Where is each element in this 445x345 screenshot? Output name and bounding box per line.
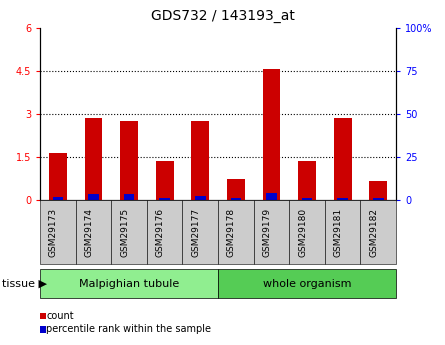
Text: GSM29175: GSM29175 [120, 207, 129, 257]
Bar [191, 121, 209, 200]
Bar [263, 69, 280, 200]
Bar [85, 118, 102, 200]
Text: whole organism: whole organism [263, 279, 351, 289]
Bar [302, 198, 312, 200]
Text: GSM29181: GSM29181 [334, 207, 343, 257]
Bar [231, 198, 241, 200]
Text: GSM29177: GSM29177 [191, 207, 200, 257]
Bar [369, 181, 387, 200]
Bar [53, 197, 63, 200]
Bar [298, 161, 316, 200]
Text: GSM29178: GSM29178 [227, 207, 236, 257]
Bar [334, 118, 352, 200]
Text: count: count [46, 311, 74, 321]
Bar [49, 152, 67, 200]
Bar [227, 179, 245, 200]
Text: GSM29174: GSM29174 [85, 207, 93, 257]
Bar [120, 121, 138, 200]
Bar [124, 194, 134, 200]
Text: tissue ▶: tissue ▶ [2, 279, 47, 289]
Bar [159, 198, 170, 200]
Text: GDS732 / 143193_at: GDS732 / 143193_at [150, 9, 295, 23]
Bar [266, 193, 277, 200]
Text: GSM29176: GSM29176 [156, 207, 165, 257]
Text: GSM29179: GSM29179 [263, 207, 271, 257]
Text: GSM29182: GSM29182 [369, 207, 378, 257]
Text: GSM29173: GSM29173 [49, 207, 58, 257]
Bar [373, 198, 384, 200]
Bar [337, 197, 348, 200]
Bar [195, 196, 206, 200]
Text: percentile rank within the sample: percentile rank within the sample [46, 325, 211, 334]
Bar [156, 161, 174, 200]
Text: GSM29180: GSM29180 [298, 207, 307, 257]
Bar [88, 194, 99, 200]
Text: Malpighian tubule: Malpighian tubule [79, 279, 179, 289]
